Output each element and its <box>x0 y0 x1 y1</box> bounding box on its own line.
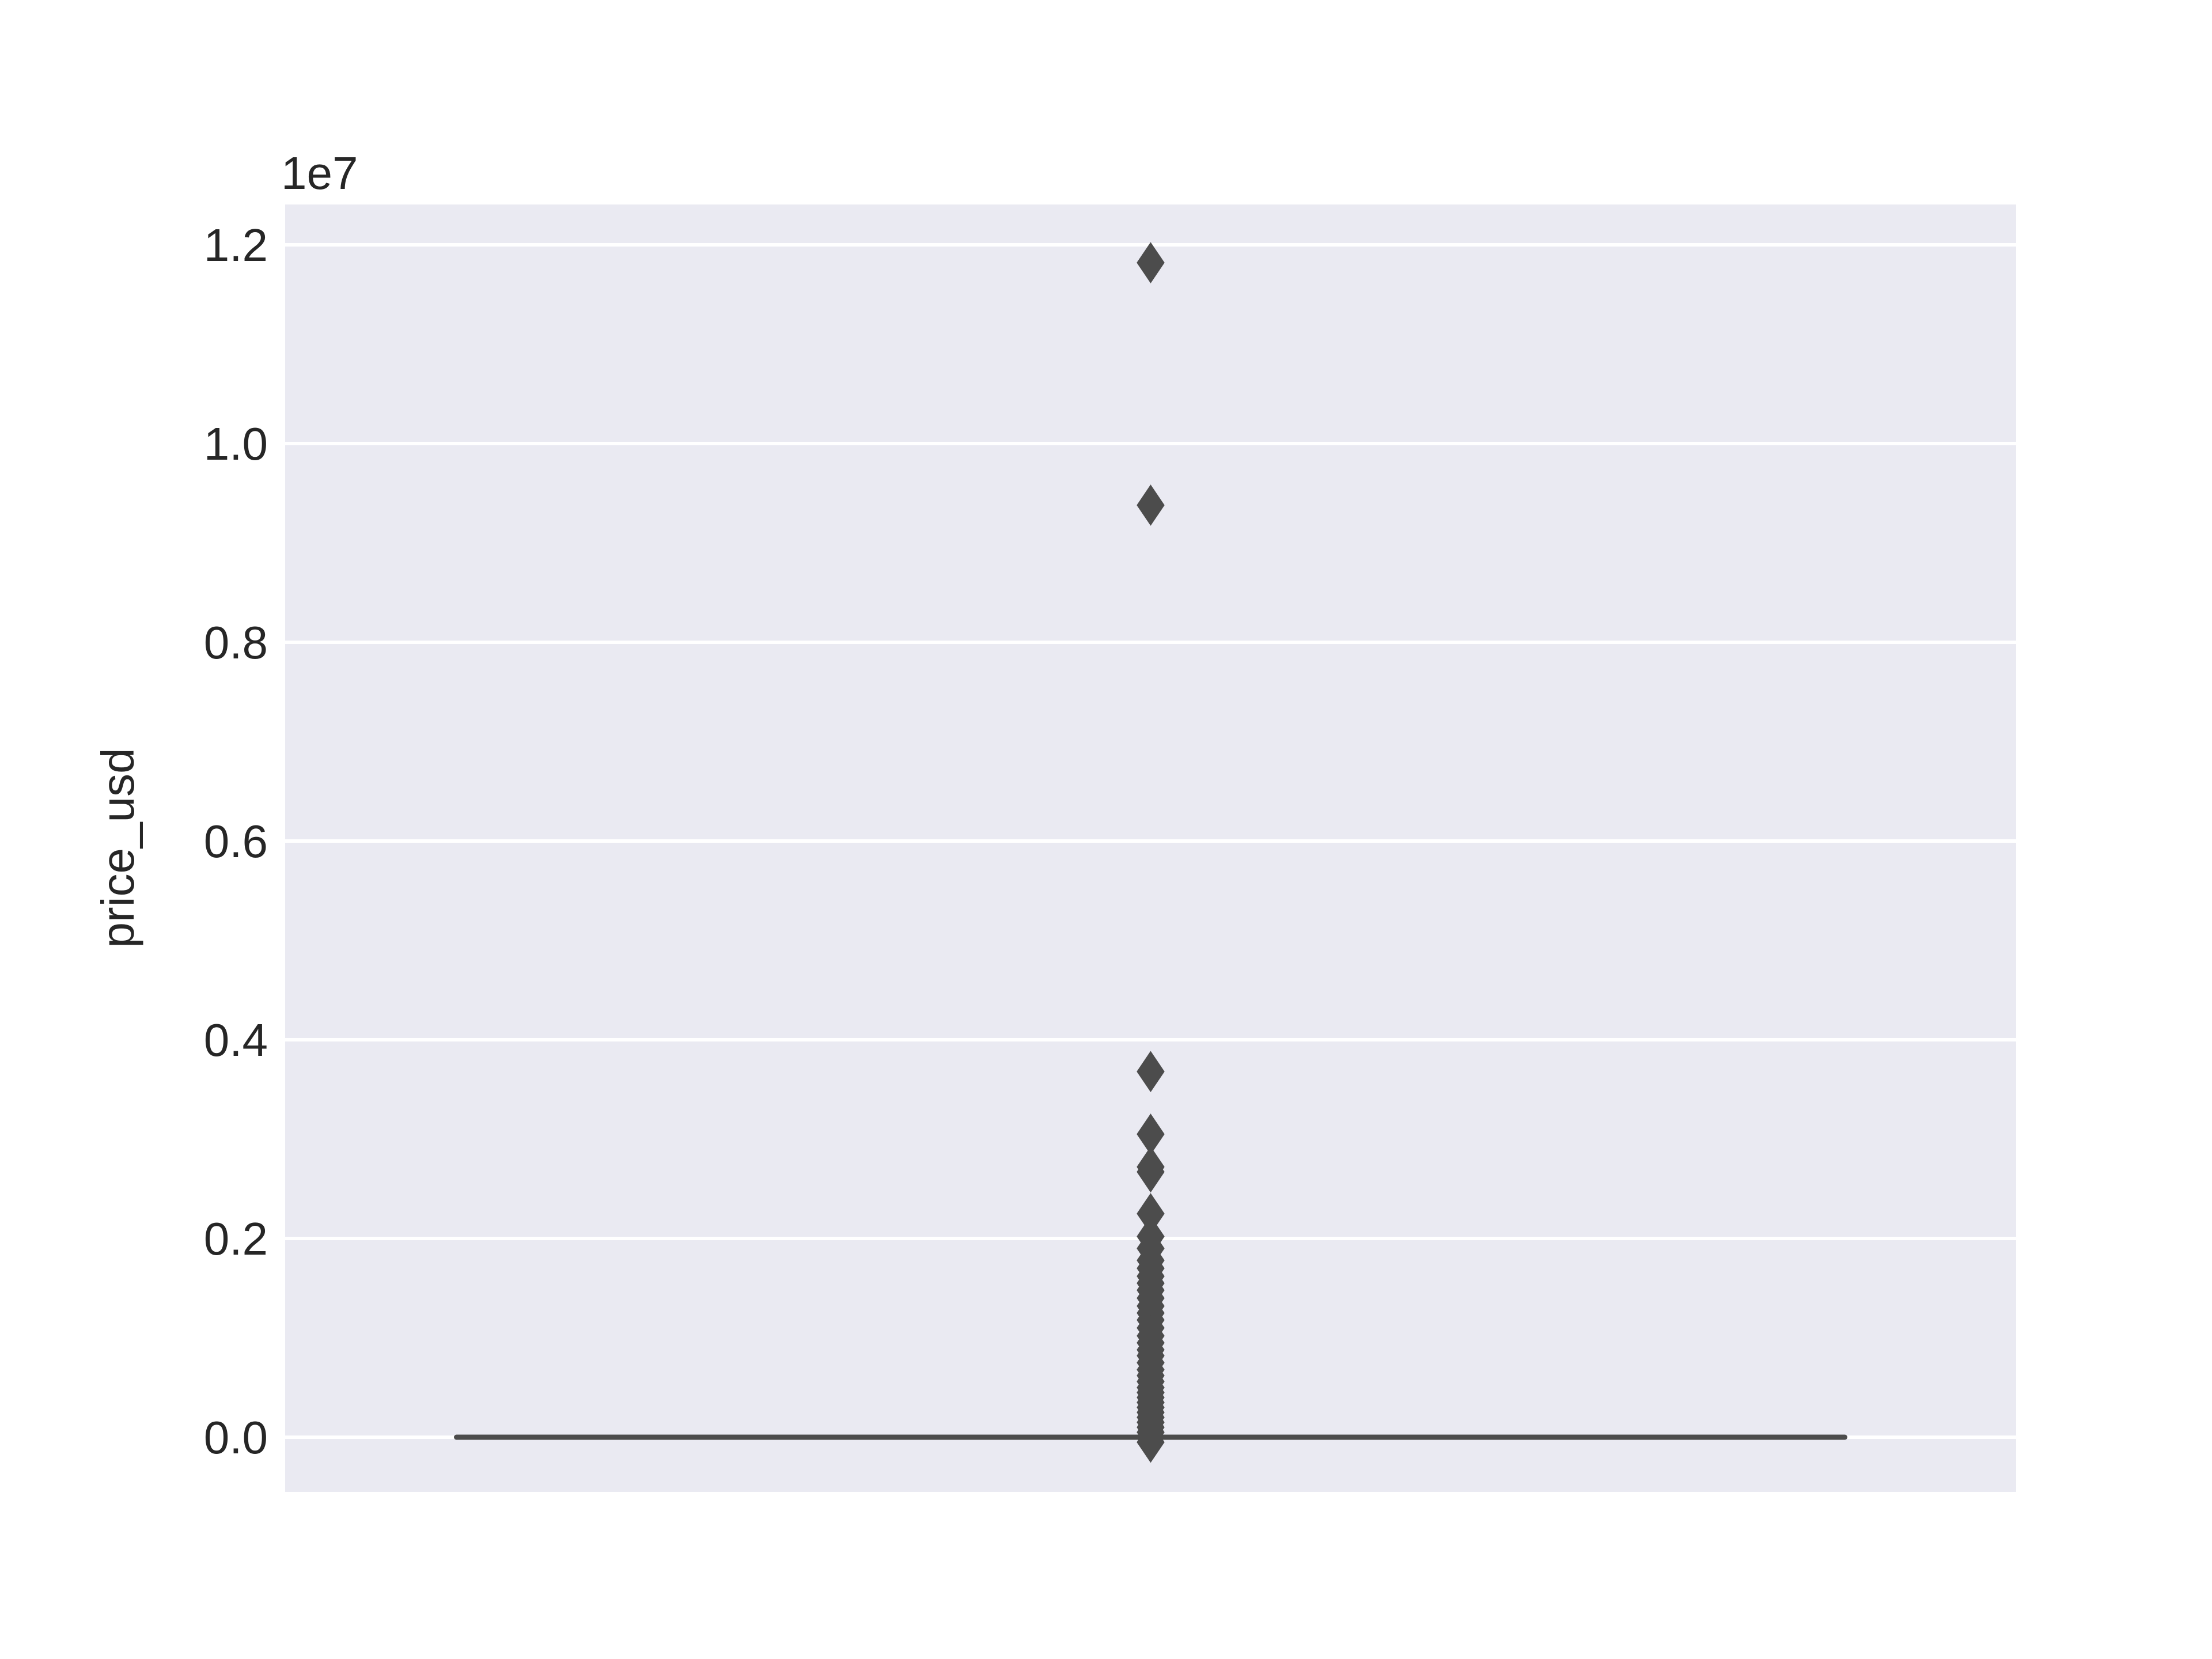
y-tick-label: 0.4 <box>204 1014 268 1066</box>
y-axis-offset-label: 1e7 <box>281 147 358 199</box>
y-tick-labels: 0.0 0.2 0.4 0.6 0.8 1.0 1.2 <box>204 219 268 1463</box>
y-tick-label: 0.2 <box>204 1213 268 1264</box>
y-tick-label: 0.8 <box>204 617 268 668</box>
outlier-point <box>1137 1051 1165 1092</box>
y-axis-label: price_usd <box>92 748 143 948</box>
y-tick-label: 1.0 <box>204 418 268 469</box>
y-tick-label: 0.6 <box>204 816 268 867</box>
outlier-markers <box>1137 242 1165 1463</box>
outlier-point <box>1137 484 1165 526</box>
outlier-point <box>1137 1421 1165 1463</box>
outlier-point <box>1137 242 1165 283</box>
outlier-point <box>1137 1151 1165 1193</box>
y-tick-label: 1.2 <box>204 219 268 271</box>
y-tick-label: 0.0 <box>204 1412 268 1463</box>
